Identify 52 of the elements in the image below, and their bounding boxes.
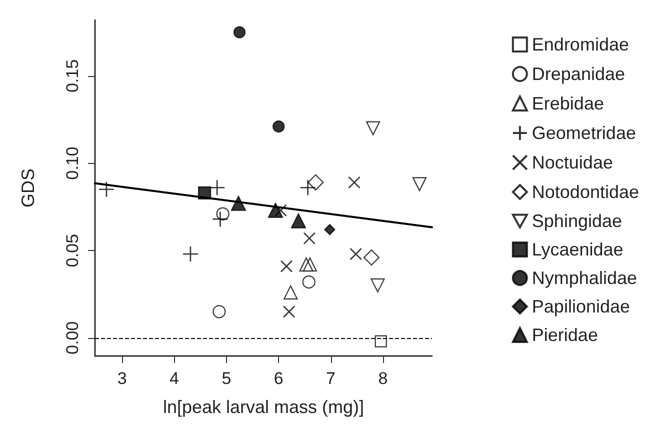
x-tick-label: 7 [326, 369, 336, 388]
point [212, 210, 228, 228]
point [230, 196, 246, 211]
legend-label: Nymphalidae [532, 268, 637, 288]
point [272, 120, 285, 133]
point [198, 186, 212, 200]
point [280, 260, 293, 272]
point [300, 180, 316, 196]
y-tick-label: 0.10 [63, 146, 82, 180]
legend-label: Endromidae [532, 34, 629, 54]
point [348, 176, 360, 189]
legend-label: Lycaenidae [532, 240, 624, 260]
legend-label: Sphingidae [532, 211, 622, 231]
legend-label: Geometridae [532, 123, 636, 143]
point [302, 257, 317, 272]
point [363, 249, 380, 266]
point [290, 213, 306, 228]
x-tick-label: 3 [117, 369, 127, 388]
point [324, 224, 336, 236]
point [350, 248, 362, 260]
point [303, 232, 316, 244]
point [274, 204, 287, 217]
y-tick-label: 0.05 [63, 234, 82, 268]
x-tick-label: 6 [274, 369, 284, 388]
point [370, 278, 385, 292]
y-axis-title: GDS [18, 168, 38, 208]
legend-label: Pieridae [532, 325, 598, 345]
point [412, 177, 427, 192]
point [308, 174, 324, 190]
legend-label: Noctuidae [532, 152, 613, 172]
point [208, 180, 226, 196]
point [284, 285, 298, 300]
point [366, 121, 380, 136]
y-tick-label: 0.00 [63, 321, 82, 354]
x-axis-title: ln[peak larval mass (mg)] [162, 397, 364, 417]
point [233, 26, 246, 38]
legend-label: Erebidae [532, 94, 604, 114]
legend-label: Papilionidae [532, 296, 630, 316]
x-tick-label: 4 [170, 369, 180, 388]
point [212, 305, 226, 318]
point [299, 257, 314, 272]
point [216, 207, 230, 220]
point [98, 181, 115, 198]
point [282, 305, 296, 318]
x-tick-label: 8 [378, 369, 388, 388]
point [302, 275, 316, 288]
legend-label: Drepanidae [532, 64, 625, 84]
y-tick-label: 0.15 [63, 59, 82, 92]
x-tick-label: 5 [222, 369, 232, 388]
point [374, 335, 387, 348]
legend-label: Notodontidae [532, 182, 640, 202]
point [182, 246, 199, 262]
